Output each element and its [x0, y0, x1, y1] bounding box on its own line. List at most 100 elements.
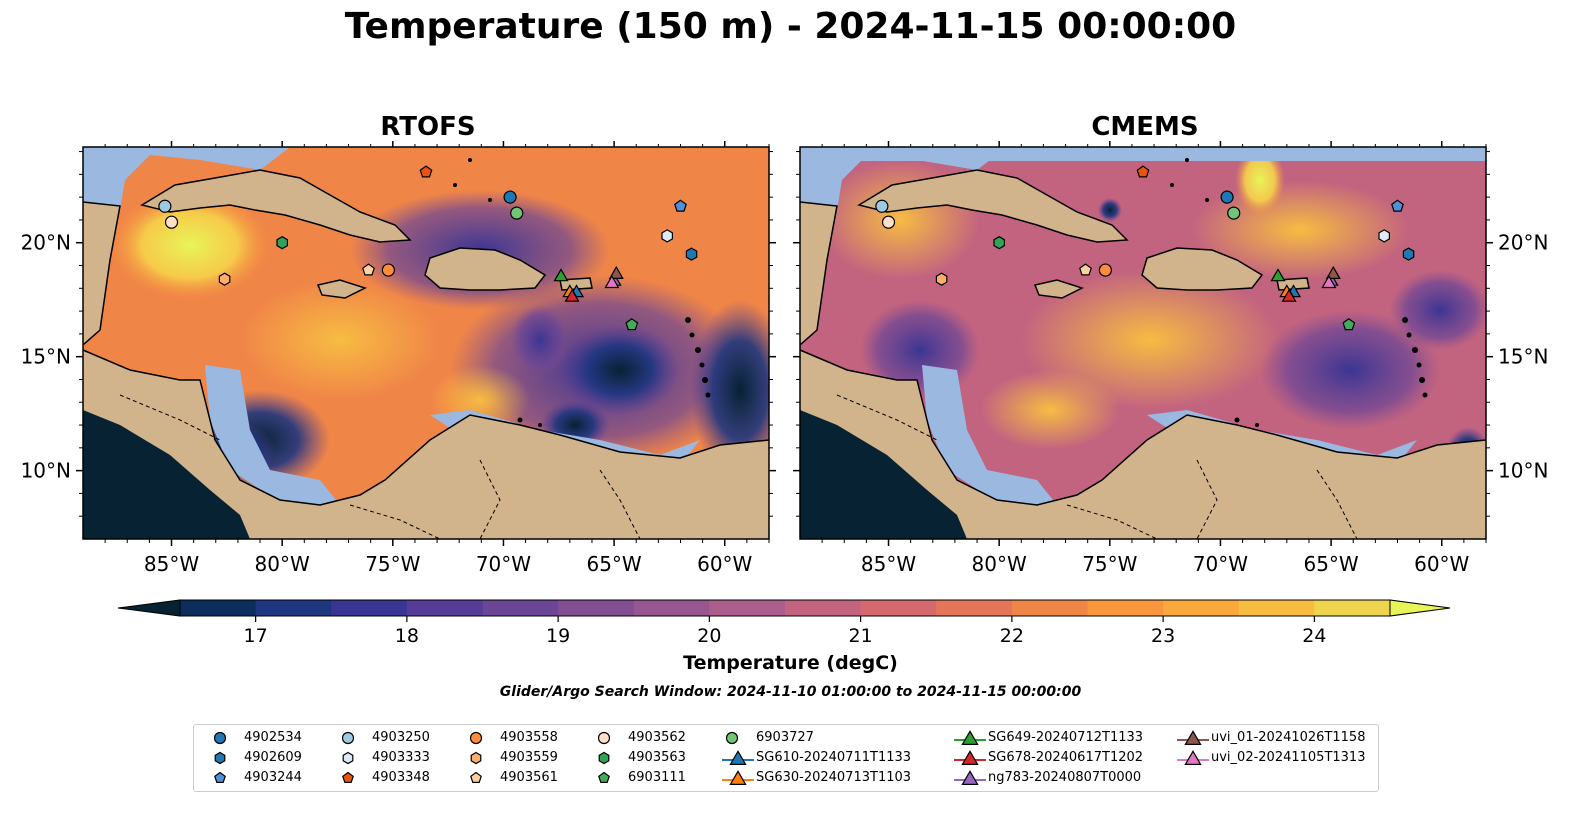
colorbar-cell [709, 600, 786, 616]
temperature-blob [510, 305, 570, 375]
x-tick-label: 65°W [586, 552, 641, 576]
temperature-blob [690, 300, 769, 480]
colorbar-tick-label: 17 [244, 625, 268, 647]
x-tick-label: 70°W [476, 552, 531, 576]
y-tick-label: 15°N [21, 345, 71, 369]
x-tick-label: 80°W [972, 552, 1027, 576]
legend-marker-shape [342, 771, 354, 783]
colorbar-cell [633, 600, 710, 616]
colorbar-cell [1314, 600, 1391, 616]
observation-marker [164, 215, 179, 229]
legend-marker [597, 731, 611, 745]
legend-marker [214, 751, 226, 765]
x-tick-label: 85°W [144, 552, 199, 576]
legend-marker-shape [1184, 730, 1202, 745]
colorbar-cell [936, 600, 1013, 616]
observation-marker [1220, 190, 1234, 204]
legend-marker-shape [598, 751, 610, 765]
lesser-antilles [453, 158, 711, 427]
legend-label: 4903558 [500, 730, 558, 745]
y-tick-label: 15°N [1498, 345, 1548, 369]
colorbar-tick-label: 22 [1000, 625, 1024, 647]
observation-marker [362, 263, 375, 276]
legend-label: 4903333 [372, 750, 430, 765]
coastline [800, 201, 838, 346]
x-tick-label: 60°W [1414, 552, 1469, 576]
land-mexico [800, 202, 837, 345]
observation-marker [1342, 318, 1356, 331]
legend-marker [342, 771, 354, 783]
axis-ticks-rtofs: 85°W 80°W 75°W 70°W 65°W 60°W 10°N 15°N 20°N [21, 141, 776, 576]
colorbar-cell [1238, 600, 1315, 616]
observation-marker [608, 265, 624, 279]
legend-label: SG649-20240712T1133 [988, 730, 1144, 745]
legend-marker [1177, 750, 1209, 765]
colorbar-tick-label: 23 [1151, 625, 1175, 647]
observation-marker [1378, 229, 1391, 243]
country-border [119, 394, 641, 539]
legend-marker-shape [214, 751, 226, 765]
observation-marker [935, 272, 948, 286]
legend-marker-shape [214, 771, 226, 783]
land-jamaica [316, 279, 367, 299]
legend-label: uvi_01-20241026T1158 [1211, 730, 1366, 745]
observation-marker [604, 274, 620, 289]
colorbar-tick-label: 21 [849, 625, 873, 647]
legend-marker-shape [470, 771, 482, 783]
x-tick-label: 75°W [1082, 552, 1137, 576]
observation-marker [276, 236, 288, 250]
legend-marker-shape [470, 751, 482, 765]
observation-marker [674, 199, 687, 212]
land-jamaica [1033, 279, 1084, 299]
legend-marker-shape [961, 770, 979, 785]
colorbar-cell [1011, 600, 1088, 616]
search-window-note: Glider/Argo Search Window: 2024-11-10 01… [499, 684, 1082, 700]
x-tick-label: 85°W [861, 552, 916, 576]
temperature-blob [1235, 147, 1285, 215]
legend-label: 4903244 [244, 770, 302, 785]
legend-marker [469, 731, 483, 745]
observation-marker [1391, 199, 1404, 212]
legend-label: SG678-20240617T1202 [988, 750, 1144, 765]
temperature-blob [110, 190, 270, 300]
land-hispaniola [424, 247, 547, 291]
colorbar-cell [1163, 600, 1240, 616]
figure-title: Temperature (150 m) - 2024-11-15 00:00:0… [344, 6, 1237, 47]
observation-marker [1281, 288, 1297, 302]
colorbar-cell [1087, 600, 1164, 616]
legend-marker-shape [729, 770, 747, 785]
legend-marker-shape [341, 731, 355, 745]
observation-marker [419, 165, 433, 178]
legend-marker-shape [725, 731, 739, 745]
legend-marker-shape [961, 730, 979, 745]
legend-marker [214, 771, 226, 783]
country-border [836, 394, 1358, 539]
observation-marker [1079, 263, 1092, 276]
colorbar-cell [406, 600, 483, 616]
legend-marker-shape [213, 731, 227, 745]
map-panel-cmems: 85°W 80°W 75°W 70°W 65°W 60°W 10°N 15°N 20°N [793, 141, 1548, 576]
colorbar-cell [860, 600, 937, 616]
legend-marker-shape [597, 731, 611, 745]
x-tick-label: 70°W [1193, 552, 1248, 576]
legend-label: 4903562 [628, 730, 686, 745]
land-cuba [140, 169, 412, 243]
colorbar-tick-label: 24 [1302, 625, 1326, 647]
observation-markers-rtofs [158, 165, 698, 331]
observation-marker [510, 206, 524, 220]
map-panel-rtofs: 85°W 80°W 75°W 70°W 65°W 60°W 10°N 15°N 20°N [21, 141, 776, 576]
temperature-blob [1020, 270, 1280, 410]
legend-label: 4903563 [628, 750, 686, 765]
legend-marker [722, 770, 754, 785]
legend-label: 4902534 [244, 730, 302, 745]
observation-marker [875, 199, 889, 213]
panel-title-cmems: CMEMS [1091, 112, 1199, 142]
observation-marker [503, 190, 517, 204]
legend-marker [722, 750, 754, 765]
land-mexico [83, 202, 120, 345]
coastline [83, 201, 121, 346]
coastline [800, 349, 1486, 506]
x-tick-label: 60°W [697, 552, 752, 576]
colorbar-cell [558, 600, 635, 616]
colorbar-tick-label: 18 [395, 625, 419, 647]
